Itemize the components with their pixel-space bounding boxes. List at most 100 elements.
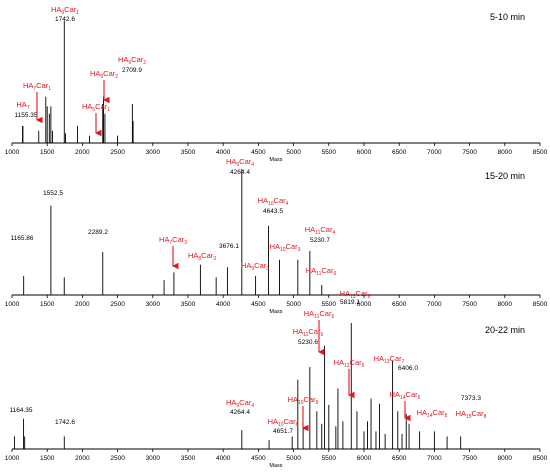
annotation-car: Car [239, 398, 252, 407]
annotation-car-index: 5 [316, 400, 319, 406]
annotation-car: Car [320, 225, 333, 234]
x-tick-label: 1000 [5, 149, 20, 156]
peak-mass-label: 1155.35 [14, 112, 37, 119]
annotation-ha: HA [23, 81, 33, 90]
spectrum-panel-3: 1000 1500 2000 2500 3000 3500 4000 4500 5000 5500… [5, 289, 548, 469]
annotation-ha-index: 11 [315, 230, 320, 236]
annotation-car: Car [321, 266, 334, 275]
x-tick-label: 1000 [5, 301, 20, 308]
x-tick-label: 7500 [462, 301, 477, 308]
annotation-ha-index: 9 [236, 162, 239, 168]
x-tick-label: 4000 [216, 455, 231, 462]
peak-annotation: HA9Car2 [118, 55, 146, 66]
x-tick-label: 8000 [498, 301, 513, 308]
annotation-car-index: 7 [402, 359, 405, 365]
annotation-car-index: 6 [368, 294, 371, 300]
annotation-ha-index: 7 [33, 86, 36, 92]
annotation-ha: HA [118, 55, 128, 64]
annotation-ha-index: 10 [280, 247, 286, 253]
peak-mass-label: 1165.86 [10, 235, 33, 242]
annotation-ha: HA [226, 157, 236, 166]
x-tick-label: 4500 [251, 455, 266, 462]
x-tick-label: 8000 [498, 455, 513, 462]
peak-annotation: HA11Car5 [293, 327, 324, 338]
annotation-car-index: 5 [320, 332, 323, 338]
peak-mass-label: 2709.9 [122, 67, 142, 74]
annotation-car-index: 6 [418, 395, 421, 401]
peak-mass-label: 1742.6 [55, 16, 75, 23]
panel-title: 15-20 min [485, 171, 525, 181]
annotation-ha: HA [390, 390, 400, 399]
peak-mass-label: 5819.1 [340, 299, 360, 306]
annotation-car-index: 8 [445, 413, 448, 419]
peak-annotation: HA9Car2 [90, 69, 118, 80]
annotation-car: Car [356, 289, 369, 298]
peak-annotation: HA11Car4 [305, 225, 336, 236]
annotation-ha-index: 8 [198, 256, 201, 262]
x-tick-label: 3000 [146, 149, 161, 156]
annotation-car: Car [172, 235, 185, 244]
annotation-ha-index: 11 [316, 271, 321, 277]
annotation-car: Car [390, 354, 403, 363]
annotation-car: Car [308, 327, 321, 336]
annotation-ha: HA [306, 266, 316, 275]
peak-annotation: HA14Car8 [417, 408, 448, 419]
peak-annotation: HA7Car1 [23, 81, 51, 92]
peak-mass-label: 4651.7 [273, 428, 293, 435]
peak-mass-label: 7373.3 [461, 395, 481, 402]
annotation-ha-index: 13 [350, 294, 356, 300]
annotation-car-index: 1 [107, 107, 110, 113]
annotation-car-index: 3 [184, 240, 187, 246]
annotation-ha: HA [288, 395, 298, 404]
annotation-car: Car [286, 242, 299, 251]
x-tick-label: 8000 [498, 149, 513, 156]
annotation-ha-index: 5 [92, 107, 95, 113]
peak-annotation: HA11Car6 [306, 266, 337, 277]
peak-mass-label: 4643.5 [263, 208, 283, 215]
annotation-ha: HA [340, 289, 350, 298]
x-tick-label: 3000 [146, 455, 161, 462]
annotation-car-index: 6 [331, 314, 334, 320]
annotation-ha-index: 9 [251, 266, 254, 272]
x-tick-label: 8500 [533, 455, 548, 462]
x-tick-label: 4000 [216, 301, 231, 308]
x-tick-label: 2500 [110, 149, 125, 156]
x-tick-label: 2000 [75, 455, 90, 462]
annotation-car: Car [36, 81, 49, 90]
peak-mass-label: 1742.6 [55, 419, 75, 426]
annotation-car: Car [274, 196, 287, 205]
annotation-ha: HA [188, 251, 198, 260]
annotation-ha-index: 13 [384, 359, 390, 365]
peak-annotation: HA10Car3 [270, 242, 301, 253]
annotation-car-index: 4 [251, 403, 254, 409]
peak-annotation: HA13Car6 [340, 289, 371, 300]
peak-annotation: HA12Car5 [334, 358, 365, 369]
annotation-ha: HA [90, 69, 100, 78]
annotation-car: Car [254, 261, 267, 270]
annotation-car-index: 5 [362, 363, 365, 369]
annotation-ha: HA [241, 261, 251, 270]
annotation-car-index: 1 [48, 86, 51, 92]
annotation-ha: HA [268, 417, 278, 426]
x-tick-label: 1500 [40, 455, 55, 462]
peak-annotation: HA10Car4 [258, 196, 289, 207]
x-tick-label: 6500 [392, 455, 407, 462]
x-tick-label: 5000 [286, 149, 301, 156]
annotation-car: Car [433, 408, 446, 417]
annotation-ha: HA [417, 408, 427, 417]
peak-annotation: HA9Car4 [226, 398, 254, 409]
annotation-ha: HA [258, 196, 268, 205]
peak-mass-label: 2289.2 [88, 229, 108, 236]
peak-annotation: HA7 [16, 100, 29, 111]
x-tick-label: 1500 [40, 149, 55, 156]
x-tick-label: 6000 [357, 149, 372, 156]
x-tick-label: 5500 [322, 301, 337, 308]
peak-mass-label: 1164.35 [9, 407, 32, 414]
x-tick-label: 5000 [286, 455, 301, 462]
annotation-car-index: 3 [298, 247, 301, 253]
annotation-car-index: 3 [213, 256, 216, 262]
x-tick-label: 5500 [322, 455, 337, 462]
peak-annotation: HA9Car1 [51, 5, 79, 16]
peak-annotation: HA13Car7 [374, 354, 405, 365]
